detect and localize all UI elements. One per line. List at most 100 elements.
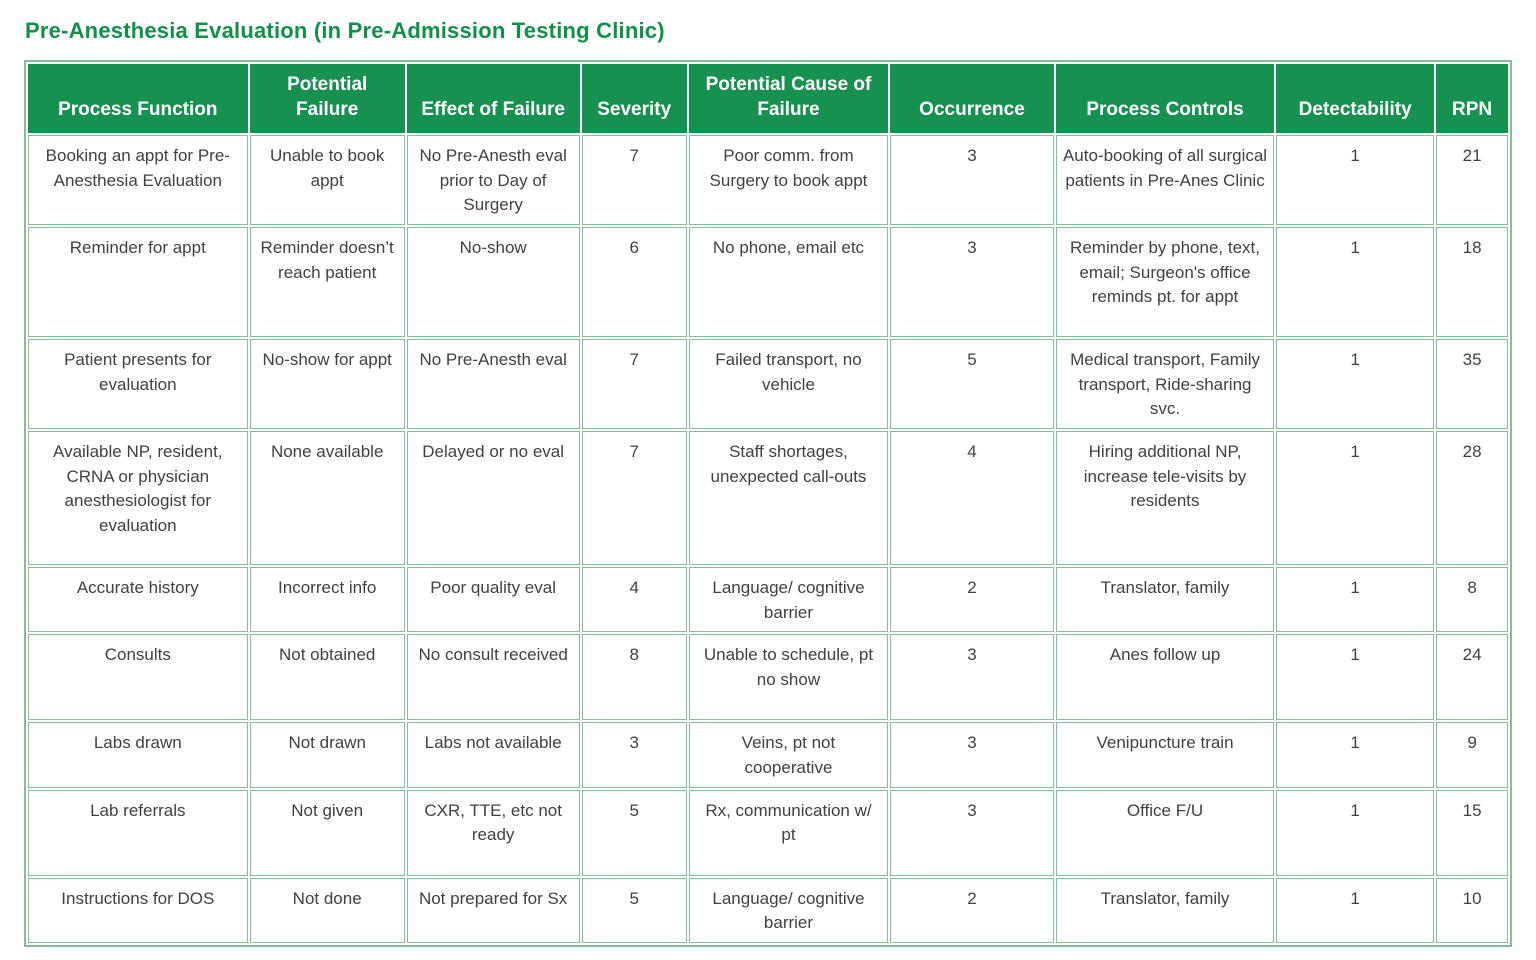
table-cell: Lab referrals (28, 789, 248, 876)
table-cell: No-show for appt (249, 339, 405, 429)
table-cell: Veins, pt not cooperative (688, 722, 889, 788)
table-cell: CXR, TTE, etc not ready (406, 789, 580, 876)
table-cell: Delayed or no eval (406, 431, 580, 565)
table-cell: None available (249, 431, 405, 565)
table-cell: 35 (1436, 339, 1508, 429)
table-cell: No phone, email etc (688, 227, 889, 338)
table-cell: 1 (1276, 431, 1435, 565)
table-cell: No Pre-Anesth eval (406, 339, 580, 429)
column-header-0: Process Function (28, 64, 248, 134)
table-row: Patient presents for evaluation No-show f… (28, 339, 1508, 429)
table-row: Lab referrals Not given CXR, TTE, etc not … (28, 789, 1508, 876)
table-cell: Staff shortages, unexpected call-outs (688, 431, 889, 565)
table-cell: Auto-booking of all surgical patients in… (1055, 135, 1275, 226)
table-cell: Language/ cognitive barrier (688, 877, 889, 943)
table-cell: Not drawn (249, 722, 405, 788)
table-cell: Poor comm. from Surgery to book appt (688, 135, 889, 226)
column-header-7: Detectability (1276, 64, 1435, 134)
table-cell: 6 (581, 227, 687, 338)
table-cell: Translator, family (1055, 567, 1275, 633)
table-cell: 2 (890, 567, 1054, 633)
table-cell: 1 (1276, 339, 1435, 429)
table-cell: Consults (28, 634, 248, 721)
table-cell: Instructions for DOS (28, 877, 248, 943)
table-cell: 8 (581, 634, 687, 721)
table-cell: 7 (581, 135, 687, 226)
column-header-1: Potential Failure (249, 64, 405, 134)
table-cell: 4 (581, 567, 687, 633)
table-cell: 1 (1276, 135, 1435, 226)
table-cell: Not prepared for Sx (406, 877, 580, 943)
table-cell: 21 (1436, 135, 1508, 226)
table-row: Consults Not obtained No consult received 8… (28, 634, 1508, 721)
table-cell: 2 (890, 877, 1054, 943)
table-cell: Poor quality eval (406, 567, 580, 633)
table-cell: 28 (1436, 431, 1508, 565)
table-cell: 1 (1276, 567, 1435, 633)
table-cell: 18 (1436, 227, 1508, 338)
table-cell: Labs drawn (28, 722, 248, 788)
table-cell: 5 (581, 789, 687, 876)
table-cell: Incorrect info (249, 567, 405, 633)
table-cell: Medical transport, Family transport, Rid… (1055, 339, 1275, 429)
table-cell: 5 (890, 339, 1054, 429)
table-cell: Not obtained (249, 634, 405, 721)
table-cell: 4 (890, 431, 1054, 565)
table-cell: 3 (890, 722, 1054, 788)
table-cell: Failed transport, no vehicle (688, 339, 889, 429)
table-cell: 15 (1436, 789, 1508, 876)
table-cell: 3 (890, 789, 1054, 876)
table-cell: Reminder by phone, text, email; Surgeon'… (1055, 227, 1275, 338)
table-cell: Unable to book appt (249, 135, 405, 226)
table-cell: Office F/U (1055, 789, 1275, 876)
column-header-8: RPN (1436, 64, 1508, 134)
table-cell: Language/ cognitive barrier (688, 567, 889, 633)
table-row: Reminder for appt Reminder doesn’t reach … (28, 227, 1508, 338)
table-cell: Not given (249, 789, 405, 876)
fmea-table: Process Function Potential Failure Effect … (24, 60, 1512, 947)
column-header-6: Process Controls (1055, 64, 1275, 134)
table-cell: 7 (581, 339, 687, 429)
table-cell: No-show (406, 227, 580, 338)
table-row: Accurate history Incorrect info Poor quali… (28, 567, 1508, 633)
table-cell: Accurate history (28, 567, 248, 633)
column-header-3: Severity (581, 64, 687, 134)
table-cell: 5 (581, 877, 687, 943)
table-cell: No consult received (406, 634, 580, 721)
table-cell: Not done (249, 877, 405, 943)
table-cell: Reminder for appt (28, 227, 248, 338)
table-cell: Booking an appt for Pre-Anesthesia Evalu… (28, 135, 248, 226)
table-cell: Available NP, resident, CRNA or physicia… (28, 431, 248, 565)
table-cell: Labs not available (406, 722, 580, 788)
column-header-5: Occurrence (890, 64, 1054, 134)
table-cell: 3 (581, 722, 687, 788)
table-cell: 9 (1436, 722, 1508, 788)
table-cell: 3 (890, 634, 1054, 721)
table-cell: Translator, family (1055, 877, 1275, 943)
table-cell: 1 (1276, 877, 1435, 943)
table-cell: 8 (1436, 567, 1508, 633)
table-row: Instructions for DOS Not done Not prepared… (28, 877, 1508, 943)
table-cell: 3 (890, 135, 1054, 226)
table-cell: Patient presents for evaluation (28, 339, 248, 429)
column-header-2: Effect of Failure (406, 64, 580, 134)
table-cell: 1 (1276, 227, 1435, 338)
table-header-row: Process Function Potential Failure Effect … (28, 64, 1508, 134)
table-row: Available NP, resident, CRNA or physicia… (28, 431, 1508, 565)
table-cell: Rx, communication w/ pt (688, 789, 889, 876)
table-cell: Venipuncture train (1055, 722, 1275, 788)
table-cell: 3 (890, 227, 1054, 338)
table-cell: Unable to schedule, pt no show (688, 634, 889, 721)
table-cell: Reminder doesn’t reach patient (249, 227, 405, 338)
table-cell: 1 (1276, 789, 1435, 876)
column-header-4: Potential Cause of Failure (688, 64, 889, 134)
table-cell: 7 (581, 431, 687, 565)
table-cell: 1 (1276, 634, 1435, 721)
table-cell: 24 (1436, 634, 1508, 721)
table-cell: Hiring additional NP, increase tele-visi… (1055, 431, 1275, 565)
table-row: Booking an appt for Pre-Anesthesia Evalu… (28, 135, 1508, 226)
table-cell: 1 (1276, 722, 1435, 788)
page-title: Pre-Anesthesia Evaluation (in Pre-Admiss… (25, 18, 665, 43)
table-row: Labs drawn Not drawn Labs not available 3 Ve… (28, 722, 1508, 788)
